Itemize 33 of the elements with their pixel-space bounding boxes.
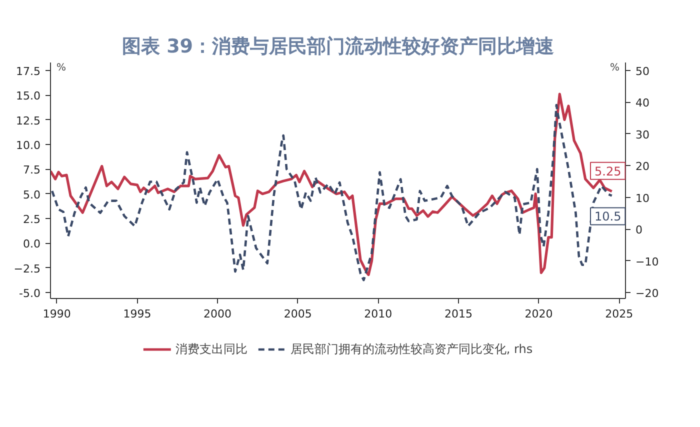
x-tick-label: 2015 — [444, 308, 472, 320]
y2-tick-label: 30 — [636, 128, 650, 142]
y-tick-label: 7.5 — [23, 164, 41, 177]
y2-tick-label: 20 — [636, 160, 650, 174]
y2-tick-label: −20 — [636, 286, 659, 300]
y2-axis-title: % — [610, 62, 620, 74]
data-label: 10.5 — [594, 210, 622, 224]
y2-tick-label: 50 — [636, 64, 650, 78]
y-tick-label: 0.0 — [23, 238, 41, 251]
chart-title: 图表 39：消费与居民部门流动性较好资产同比增速 — [122, 36, 554, 58]
y-axis-title: % — [56, 62, 66, 74]
y-tick-label: -5.0 — [19, 287, 41, 300]
y-tick-label: 15.0 — [16, 90, 41, 103]
legend-label: 居民部门拥有的流动性较高资产同比变化, rhs — [290, 340, 533, 358]
x-tick-label: 2005 — [284, 308, 312, 320]
legend-label: 消费支出同比 — [175, 340, 248, 358]
x-tick-label: 2020 — [524, 308, 553, 320]
y-tick-label: 2.5 — [23, 213, 41, 226]
y2-tick-label: 0 — [636, 224, 642, 237]
x-tick-label: 2010 — [364, 308, 392, 320]
x-tick-label: 2000 — [204, 308, 232, 320]
y-tick-label: −2.5 — [14, 262, 41, 276]
y-tick-label: 10.0 — [16, 138, 41, 152]
y2-tick-label: 40 — [636, 96, 650, 110]
y-tick-label: 12.5 — [16, 114, 41, 128]
x-tick-label: 2025 — [605, 308, 634, 320]
y2-tick-label: −10 — [636, 255, 659, 268]
x-tick-label: 1995 — [123, 308, 152, 320]
x-tick-label: 1990 — [42, 308, 71, 320]
y-tick-label: 17.5 — [16, 64, 41, 78]
y2-tick-label: 10 — [636, 192, 650, 205]
data-label: 5.25 — [594, 164, 622, 178]
y-tick-label: 5.0 — [23, 188, 41, 202]
